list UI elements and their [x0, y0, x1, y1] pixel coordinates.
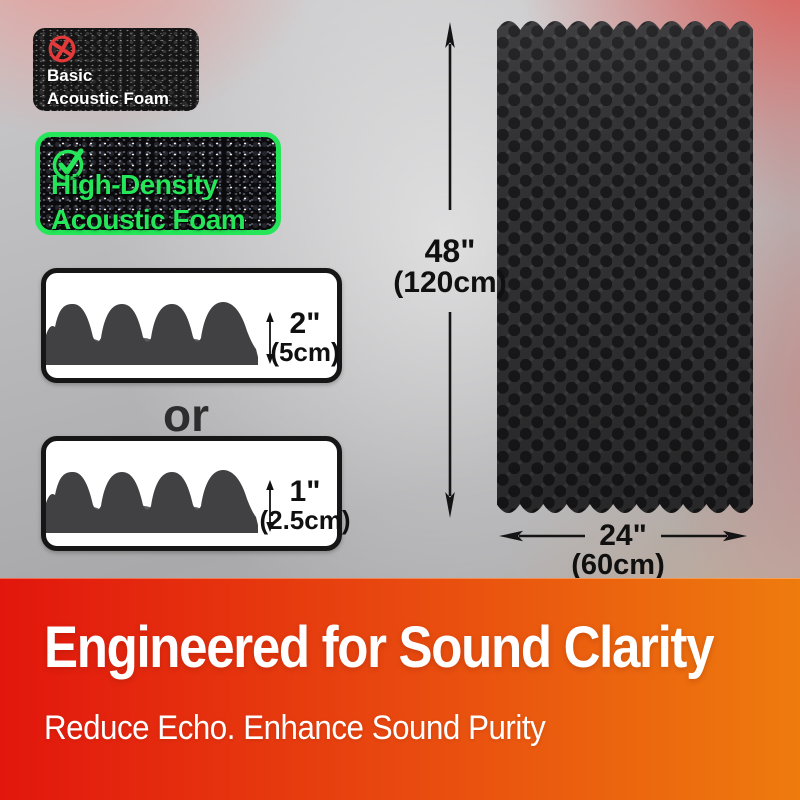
hd-badge-line2: Acoustic Foam — [51, 204, 246, 235]
thickness-inches-label: 1" — [289, 475, 321, 508]
basic-foam-badge: Basic Acoustic Foam — [33, 28, 199, 111]
banner-headline: Engineered for Sound Clarity — [44, 615, 715, 680]
basic-badge-line1: Basic — [47, 66, 93, 85]
panel-width-arrow-row: 24" — [499, 519, 747, 552]
panel-width-inches: 24" — [599, 519, 647, 552]
egg-crate-foam-panel-image — [497, 21, 753, 513]
foam-cross-section-image — [46, 302, 258, 365]
arrow-left-half — [499, 530, 585, 542]
panel-height-arrow — [445, 22, 455, 518]
panel-width-cm: (60cm) — [571, 549, 665, 581]
panel-height-cm: (120cm) — [393, 266, 507, 299]
banner-subheadline: Reduce Echo. Enhance Sound Purity — [44, 709, 546, 747]
or-label: or — [163, 389, 209, 441]
thickness-card-1in: 1" (2.5cm) — [41, 436, 351, 551]
high-density-foam-badge: High-Density Acoustic Foam — [35, 132, 281, 235]
thickness-inches-label: 2" — [289, 307, 321, 340]
marketing-banner — [0, 578, 800, 800]
vertical-dimension-arrow-2in — [266, 312, 274, 364]
thickness-cm-label: (5cm) — [270, 337, 340, 367]
foam-cross-section-image — [46, 470, 258, 533]
check-circle-icon — [48, 142, 90, 189]
x-circle-icon — [45, 32, 79, 71]
vertical-dimension-arrow-1in — [266, 480, 274, 532]
basic-badge-line2: Acoustic Foam — [47, 89, 169, 108]
panel-height-inches: 48" — [424, 233, 476, 269]
thickness-cm-label: (2.5cm) — [259, 505, 351, 535]
thickness-card-2in: 2" (5cm) — [41, 268, 342, 383]
hd-badge-line1: High-Density — [51, 169, 218, 200]
arrow-right-half — [661, 530, 747, 542]
